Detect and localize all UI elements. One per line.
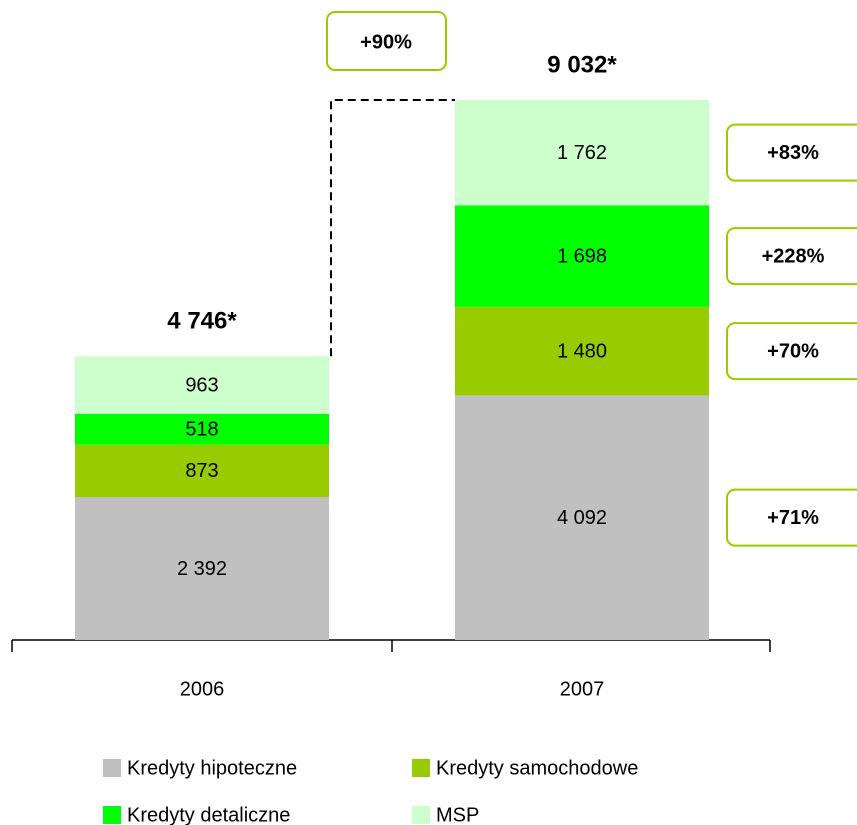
value-label: 873: [185, 460, 218, 482]
growth-box: [726, 322, 857, 381]
growth-label: +71%: [767, 507, 819, 529]
legend-swatch: [103, 806, 121, 824]
growth-box: [726, 488, 857, 547]
connector: [330, 99, 455, 357]
legend-swatch: [412, 806, 430, 824]
bar-segment: [75, 413, 329, 445]
value-label: 4 092: [557, 507, 607, 529]
growth-label: +83%: [767, 142, 819, 164]
x-tick-label: 2006: [180, 678, 225, 700]
bar-segment: [75, 356, 329, 414]
value-label: 1 480: [557, 340, 607, 362]
bar-segment: [455, 100, 709, 206]
legend-label: Kredyty detaliczne: [127, 804, 290, 825]
growth-box: [726, 227, 857, 286]
value-label: 1 698: [557, 245, 607, 267]
legend-swatch: [412, 759, 430, 777]
growth-box: [326, 11, 447, 71]
value-label: 963: [185, 374, 218, 396]
legend-label: Kredyty samochodowe: [436, 757, 638, 779]
growth-box: [726, 123, 857, 182]
bar-segment: [455, 395, 709, 640]
value-label: 1 762: [557, 142, 607, 164]
x-tick-label: 2007: [560, 678, 605, 700]
total-label: 9 032*: [547, 51, 617, 78]
growth-label: +228%: [762, 245, 825, 267]
value-label: 2 392: [177, 558, 227, 580]
bar-segment: [455, 306, 709, 396]
legend-swatch: [103, 759, 121, 777]
bar-segment: [455, 205, 709, 307]
legend-label: Kredyty hipoteczne: [127, 757, 297, 779]
legend-label: MSP: [436, 804, 479, 825]
bar-segment: [75, 496, 329, 640]
total-label: 4 746*: [167, 308, 237, 335]
total-growth-label: +90%: [360, 31, 412, 53]
bar-segment: [75, 444, 329, 497]
growth-label: +70%: [767, 340, 819, 362]
value-label: 518: [185, 419, 218, 441]
